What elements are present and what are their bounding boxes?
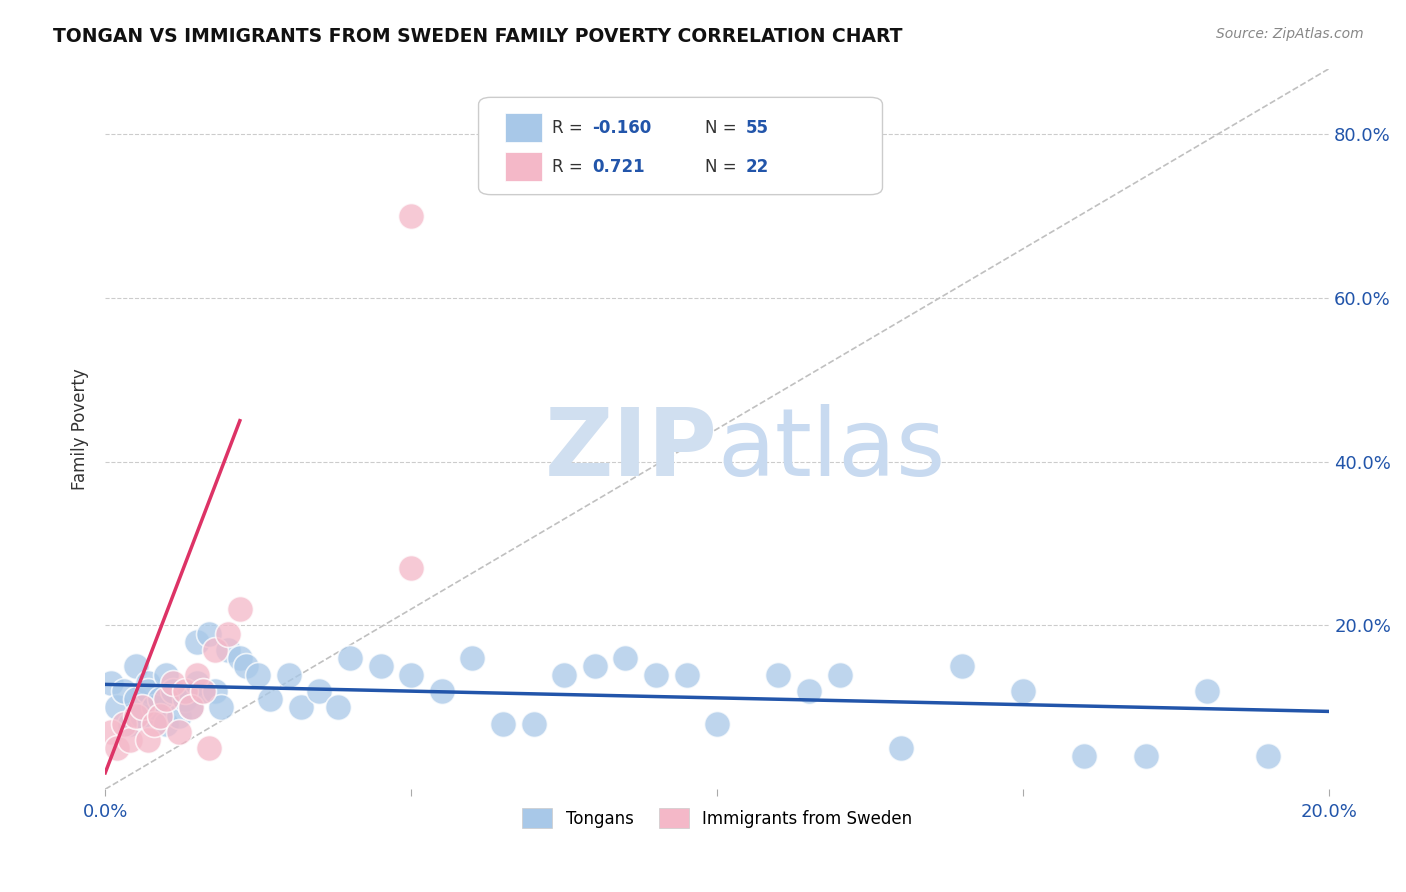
Point bbox=[118, 716, 141, 731]
Point bbox=[198, 626, 221, 640]
Text: TONGAN VS IMMIGRANTS FROM SWEDEN FAMILY POVERTY CORRELATION CHART: TONGAN VS IMMIGRANTS FROM SWEDEN FAMILY … bbox=[53, 27, 903, 45]
Point bbox=[399, 561, 422, 575]
Point bbox=[186, 675, 208, 690]
Point bbox=[950, 659, 973, 673]
Point bbox=[107, 741, 129, 756]
Point bbox=[828, 667, 851, 681]
Point bbox=[1135, 749, 1157, 764]
Point bbox=[186, 635, 208, 649]
Point bbox=[167, 725, 190, 739]
Point bbox=[155, 716, 177, 731]
Point bbox=[675, 667, 697, 681]
Point bbox=[399, 209, 422, 223]
Point bbox=[583, 659, 606, 673]
Point bbox=[645, 667, 668, 681]
Text: atlas: atlas bbox=[717, 404, 945, 497]
Point bbox=[131, 700, 153, 714]
Point bbox=[143, 716, 166, 731]
Point bbox=[259, 692, 281, 706]
Point bbox=[553, 667, 575, 681]
Point bbox=[100, 725, 122, 739]
Point bbox=[204, 684, 226, 698]
Point bbox=[136, 675, 159, 690]
Point bbox=[167, 708, 190, 723]
Point bbox=[399, 667, 422, 681]
Text: ZIP: ZIP bbox=[544, 404, 717, 497]
Point bbox=[180, 700, 202, 714]
Legend: Tongans, Immigrants from Sweden: Tongans, Immigrants from Sweden bbox=[516, 801, 918, 835]
Point bbox=[136, 733, 159, 747]
Point bbox=[149, 692, 172, 706]
Point bbox=[125, 708, 148, 723]
Point bbox=[430, 684, 453, 698]
Text: 55: 55 bbox=[745, 119, 769, 136]
Point bbox=[112, 684, 135, 698]
Point bbox=[1073, 749, 1095, 764]
Point bbox=[131, 708, 153, 723]
Point bbox=[523, 716, 546, 731]
Point bbox=[706, 716, 728, 731]
Text: R =: R = bbox=[553, 119, 588, 136]
Text: Source: ZipAtlas.com: Source: ZipAtlas.com bbox=[1216, 27, 1364, 41]
Point bbox=[229, 602, 252, 616]
Text: N =: N = bbox=[704, 119, 742, 136]
Point bbox=[614, 651, 637, 665]
Point bbox=[112, 716, 135, 731]
Point bbox=[191, 684, 214, 698]
Point bbox=[326, 700, 349, 714]
Point bbox=[277, 667, 299, 681]
Point bbox=[235, 659, 257, 673]
Text: 0.721: 0.721 bbox=[592, 158, 645, 176]
Text: N =: N = bbox=[704, 158, 742, 176]
Point bbox=[162, 675, 184, 690]
Point bbox=[143, 700, 166, 714]
Point bbox=[125, 692, 148, 706]
Point bbox=[125, 659, 148, 673]
Point bbox=[370, 659, 392, 673]
Point bbox=[890, 741, 912, 756]
Point bbox=[308, 684, 330, 698]
Point bbox=[173, 684, 195, 698]
Point bbox=[217, 643, 239, 657]
Text: 22: 22 bbox=[745, 158, 769, 176]
Point bbox=[149, 708, 172, 723]
Point bbox=[339, 651, 361, 665]
Bar bbox=[506, 153, 543, 181]
Text: R =: R = bbox=[553, 158, 593, 176]
Point bbox=[1257, 749, 1279, 764]
Point bbox=[198, 741, 221, 756]
Y-axis label: Family Poverty: Family Poverty bbox=[72, 368, 89, 490]
Point bbox=[247, 667, 270, 681]
Point bbox=[107, 700, 129, 714]
Point bbox=[1195, 684, 1218, 698]
Point bbox=[136, 684, 159, 698]
Point bbox=[155, 692, 177, 706]
Point bbox=[186, 667, 208, 681]
Point bbox=[290, 700, 312, 714]
Point bbox=[797, 684, 820, 698]
Point bbox=[162, 684, 184, 698]
Bar bbox=[506, 113, 543, 142]
Point bbox=[768, 667, 790, 681]
Point bbox=[204, 643, 226, 657]
Point bbox=[118, 733, 141, 747]
Point bbox=[100, 675, 122, 690]
Point bbox=[180, 700, 202, 714]
Point bbox=[173, 692, 195, 706]
Point bbox=[229, 651, 252, 665]
Point bbox=[1012, 684, 1035, 698]
Point bbox=[492, 716, 515, 731]
Point bbox=[191, 684, 214, 698]
Point bbox=[155, 667, 177, 681]
Point bbox=[217, 626, 239, 640]
Text: -0.160: -0.160 bbox=[592, 119, 651, 136]
FancyBboxPatch shape bbox=[478, 97, 883, 194]
Point bbox=[461, 651, 484, 665]
Point bbox=[211, 700, 233, 714]
